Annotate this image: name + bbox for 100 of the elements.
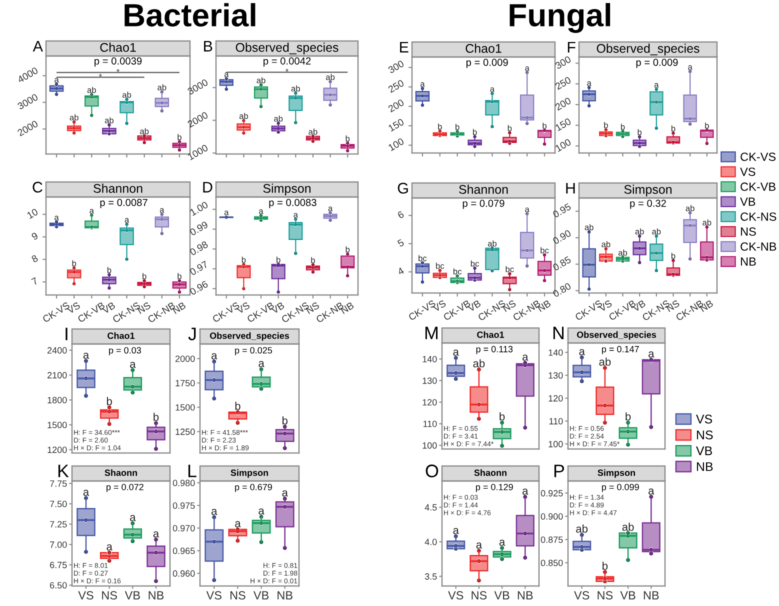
chart-title: Chao1 <box>466 44 502 53</box>
annotation: ab <box>122 92 132 98</box>
annotation: a <box>282 490 288 496</box>
annotation: p = 0.072 <box>106 484 144 492</box>
annotation: a <box>648 488 654 495</box>
y-tick-label: 150 <box>388 118 404 132</box>
annotation: ab <box>622 522 634 531</box>
annotation: b <box>346 135 350 142</box>
y-tick-label: 2000 <box>17 120 38 136</box>
y-tick-label: 1.00 <box>190 201 208 216</box>
y-tick-label: 120 <box>548 395 563 402</box>
legend-label: CK-VS <box>740 152 776 161</box>
x-tick-label: VB <box>620 591 636 600</box>
x-tick-label: VS <box>206 591 222 600</box>
text: O <box>426 464 438 478</box>
annotation: b <box>508 125 512 132</box>
annotation: ab <box>274 115 283 122</box>
annotation: a <box>453 350 459 356</box>
annotation: a <box>522 354 528 361</box>
annotation: a <box>328 206 333 212</box>
y-tick-label: 0.80 <box>552 282 572 298</box>
y-tick-label: 4000 <box>16 66 38 84</box>
annotation: a <box>648 351 654 358</box>
annotation: a <box>224 210 229 216</box>
annotation: b <box>282 416 288 425</box>
annotation: b <box>604 122 608 128</box>
annotation: ab <box>256 77 266 84</box>
y-tick-label: 2000 <box>187 111 208 128</box>
annotation: a <box>153 531 160 538</box>
annotation: b <box>456 124 460 130</box>
y-tick-label: 7.00 <box>50 541 67 548</box>
annotation: b <box>542 122 547 129</box>
y-tick-label: 6 <box>397 210 404 219</box>
annotation: b <box>178 273 182 280</box>
annotation: p = 0.32 <box>630 200 666 209</box>
annotation: a <box>83 352 90 359</box>
text: C <box>32 182 42 193</box>
y-tick-label: 4.5 <box>424 504 437 511</box>
annotation: b <box>311 257 315 264</box>
y-tick-label: 0.975 <box>172 502 195 509</box>
chart-title: Simpson <box>624 184 672 196</box>
annotation: a <box>124 218 130 223</box>
y-tick-label: 130 <box>548 372 563 379</box>
annotation: a <box>499 540 506 546</box>
annotation: ab <box>473 359 485 368</box>
legend-label: NS <box>696 430 713 440</box>
annotation: a <box>130 362 136 368</box>
y-tick-label: 100 <box>422 442 437 449</box>
y-tick-label: 0.85 <box>552 256 572 271</box>
annotation: b <box>242 256 246 263</box>
y-tick-label: 100 <box>388 138 404 152</box>
y-tick-label: 3000 <box>186 78 208 96</box>
text: F <box>568 42 576 52</box>
y-tick-label: 300 <box>388 60 404 74</box>
y-tick-label: 0.960 <box>172 570 195 577</box>
y-tick-label: 0.850 <box>540 560 563 566</box>
annotation: p = 0.079 <box>462 200 504 209</box>
annotation: a <box>90 209 94 214</box>
y-tick-label: 140 <box>422 356 437 362</box>
y-tick-label: 140 <box>548 349 563 356</box>
annotation: b <box>626 412 631 420</box>
y-tick-label: 110 <box>549 418 563 424</box>
y-tick-label: 2000 <box>176 356 195 362</box>
annotation: b <box>107 266 112 274</box>
chart-title: Observed_species <box>596 44 700 56</box>
annotation: a <box>522 488 528 495</box>
y-tick-label: 300 <box>554 56 572 70</box>
annotation: p = 0.679 <box>235 484 272 492</box>
chart-title: Chao1 <box>108 332 135 339</box>
annotation: p = 0.025 <box>235 347 272 356</box>
y-tick-label: 7.50 <box>50 500 67 508</box>
annotation: ab <box>488 240 497 247</box>
annotation: bc <box>453 268 462 274</box>
annotation: p = 0.0042 <box>264 57 311 67</box>
x-tick-label: NB <box>148 591 164 600</box>
text: D <box>203 182 212 192</box>
x-tick-label: VS <box>574 591 590 600</box>
annotation: a <box>54 216 59 220</box>
y-tick-label: 0.900 <box>540 513 563 520</box>
y-tick-label: 10 <box>26 208 38 219</box>
y-tick-label: 200 <box>388 98 404 112</box>
annotation: ab <box>104 117 114 124</box>
y-tick-label: 100 <box>548 440 563 448</box>
y-tick-label: 0.965 <box>172 548 195 554</box>
chart-title: Shaonn <box>104 469 137 476</box>
annotation: ab <box>599 358 611 366</box>
annotation: p = 0.147 <box>602 346 639 354</box>
annotation: a <box>106 544 112 550</box>
annotation: a <box>54 78 59 83</box>
y-tick-label: 0.96 <box>189 280 208 296</box>
annotation: a <box>579 349 585 356</box>
y-tick-label: 8 <box>31 254 38 263</box>
annotation: bc <box>540 247 549 254</box>
annotation: b <box>671 252 676 259</box>
annotation: p = 0.009 <box>466 58 508 68</box>
annotation: bc <box>506 266 514 272</box>
annotation: * <box>286 68 288 72</box>
y-tick-label: 100 <box>554 138 572 152</box>
y-tick-label: 0.970 <box>172 525 195 532</box>
annotation: a <box>212 353 218 360</box>
